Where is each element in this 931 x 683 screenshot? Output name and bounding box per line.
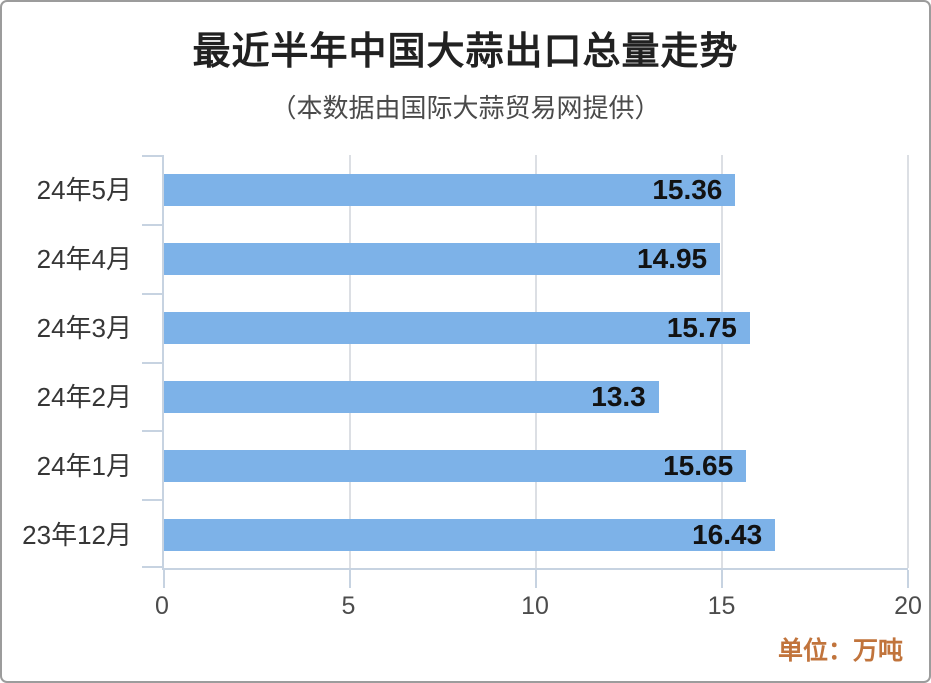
plot-area: 15.36 14.95 15.75 13.3 15.65 16.43: [142, 155, 909, 588]
x-axis-tick: [907, 570, 909, 588]
bar-row: 15.65: [164, 432, 908, 501]
bar-row: 16.43: [164, 501, 908, 570]
x-axis-tick: [721, 570, 723, 588]
y-axis-tick: [142, 566, 162, 568]
x-tick-label: 5: [341, 592, 356, 620]
chart-title: 最近半年中国大蒜出口总量走势: [192, 31, 739, 73]
category-label: 24年5月: [36, 174, 132, 205]
category-label: 23年12月: [22, 520, 132, 551]
bar-value-label: 14.95: [637, 242, 708, 274]
y-axis-tick: [142, 361, 162, 364]
category-label: 24年4月: [36, 243, 132, 274]
x-tick-label: 0: [155, 592, 169, 620]
bar-value-label: 13.3: [591, 381, 646, 413]
bar: 15.36: [164, 173, 736, 206]
bar-value-label: 15.65: [663, 450, 734, 482]
x-axis-tick: [535, 570, 537, 588]
x-tick-label: 10: [521, 592, 549, 620]
y-axis-tick: [142, 292, 162, 295]
x-tick-label: 15: [707, 592, 736, 620]
gridline: [721, 155, 723, 568]
category-label: 24年1月: [36, 451, 132, 482]
bar: 13.3: [164, 381, 659, 414]
bar-row: 15.75: [164, 293, 908, 362]
unit-note: 单位：万吨: [777, 637, 903, 665]
bar: 15.75: [164, 311, 750, 344]
x-axis-tick: [349, 570, 351, 588]
bar-row: 15.36: [164, 155, 908, 224]
category-label: 24年2月: [36, 382, 132, 413]
bar-value-label: 15.75: [666, 311, 737, 343]
gridline: [535, 155, 537, 568]
y-axis-tick: [142, 430, 162, 433]
bar-value-label: 15.36: [652, 173, 723, 205]
y-axis-tick: [142, 155, 162, 157]
bar: 14.95: [164, 242, 721, 275]
x-tick-label: 20: [894, 592, 922, 620]
bar: 15.65: [164, 450, 747, 483]
chart-subtitle: （本数据由国际大蒜贸易网提供）: [270, 93, 661, 123]
bar-row: 14.95: [164, 224, 908, 293]
gridline: [349, 155, 351, 568]
bar-value-label: 16.43: [692, 519, 763, 551]
y-axis-tick: [142, 223, 162, 226]
bar-row: 13.3: [164, 363, 908, 432]
bar: 16.43: [164, 519, 776, 552]
x-axis-tick: [163, 570, 165, 588]
category-label: 24年3月: [36, 312, 132, 343]
gridline: [907, 155, 909, 568]
y-axis-tick: [142, 499, 162, 502]
